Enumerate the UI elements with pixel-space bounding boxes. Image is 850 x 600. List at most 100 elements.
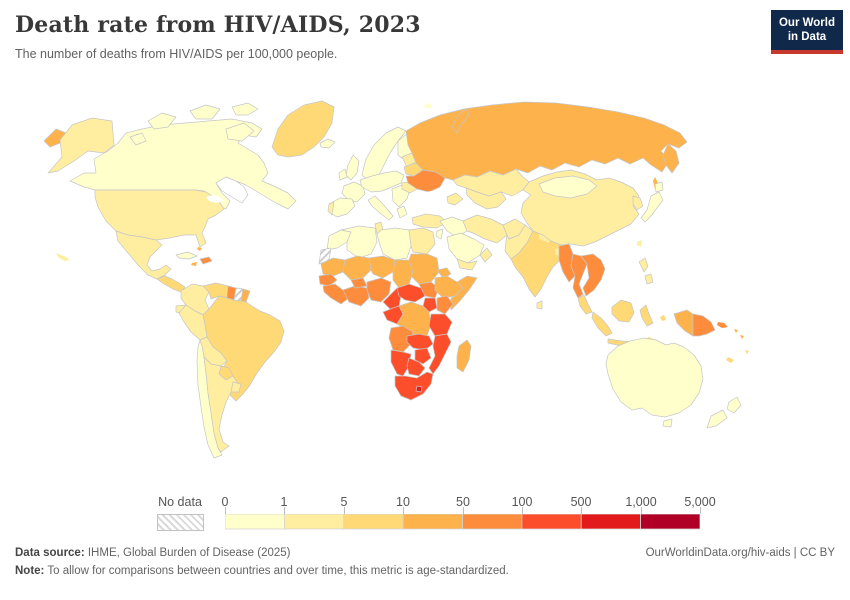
region-new-britain[interactable] <box>717 322 728 328</box>
region-uganda[interactable] <box>422 297 438 313</box>
region-sumatra[interactable] <box>591 311 613 337</box>
region-west-new-guinea[interactable] <box>673 309 694 337</box>
region-cuba[interactable] <box>175 251 198 260</box>
region-tasmania[interactable] <box>662 418 673 428</box>
region-senegal[interactable] <box>318 273 338 287</box>
region-central-asia[interactable] <box>465 187 507 210</box>
region-bahamas[interactable] <box>197 247 202 251</box>
region-zimbabwe[interactable] <box>414 347 432 365</box>
region-australia[interactable] <box>605 337 704 418</box>
region-indochina[interactable] <box>580 253 606 297</box>
region-moluccas[interactable] <box>660 315 666 321</box>
region-japan-honshu[interactable] <box>640 191 664 223</box>
region-egypt[interactable] <box>408 227 436 255</box>
region-solomon-islands[interactable] <box>734 329 744 339</box>
region-mali[interactable] <box>342 255 372 281</box>
region-algeria[interactable] <box>340 225 378 259</box>
region-japan-hokkaido[interactable] <box>654 181 664 193</box>
region-argentina[interactable] <box>203 356 238 453</box>
owid-logo[interactable]: Our World in Data <box>771 10 843 54</box>
region-chad[interactable] <box>392 259 414 289</box>
region-caucasus[interactable] <box>446 192 464 206</box>
region-new-zealand-south[interactable] <box>706 409 728 429</box>
legend-bin-3[interactable] <box>402 514 463 530</box>
region-fiji[interactable] <box>745 350 749 354</box>
region-ireland[interactable] <box>338 168 348 181</box>
region-yemen[interactable] <box>456 258 478 271</box>
legend-bin-7[interactable] <box>640 514 700 530</box>
region-baffin-island[interactable] <box>225 122 255 142</box>
region-nepal[interactable] <box>539 233 551 243</box>
region-italy[interactable] <box>367 195 394 221</box>
region-namibia[interactable] <box>390 349 412 377</box>
region-french-guiana[interactable] <box>240 288 251 303</box>
region-zambia[interactable] <box>406 333 434 351</box>
region-central-europe[interactable] <box>359 170 405 193</box>
legend-bin-0[interactable] <box>225 514 285 530</box>
legend-bin-6[interactable] <box>580 514 642 530</box>
region-denmark[interactable] <box>368 169 374 176</box>
region-sudan[interactable] <box>408 253 440 285</box>
region-usa[interactable] <box>94 189 225 248</box>
region-mozambique[interactable] <box>428 333 452 375</box>
region-ukraine[interactable] <box>405 169 446 193</box>
region-iceland[interactable] <box>319 138 336 149</box>
region-iran[interactable] <box>462 214 508 244</box>
region-mexico[interactable] <box>115 230 172 280</box>
region-new-zealand-north[interactable] <box>726 396 742 414</box>
region-svalbard[interactable] <box>424 103 432 109</box>
region-kenya[interactable] <box>436 295 454 315</box>
region-haiti-dominican[interactable] <box>199 256 213 265</box>
region-somalia[interactable] <box>450 275 478 311</box>
region-uruguay[interactable] <box>230 381 242 393</box>
region-ivory-coast-ghana[interactable] <box>342 285 370 307</box>
region-arctic-islands-3[interactable] <box>231 102 259 116</box>
region-portugal[interactable] <box>327 201 335 216</box>
region-angola[interactable] <box>388 325 414 353</box>
region-eritrea[interactable] <box>436 267 452 279</box>
region-philippines-mindanao[interactable] <box>644 273 654 285</box>
region-central-african-republic[interactable] <box>396 283 426 303</box>
region-arctic-islands-2[interactable] <box>189 104 221 120</box>
region-lesotho[interactable] <box>415 385 423 393</box>
region-canada[interactable] <box>69 118 297 210</box>
region-malay-peninsula[interactable] <box>577 294 593 315</box>
region-botswana[interactable] <box>406 357 426 377</box>
region-central-america[interactable] <box>156 275 186 293</box>
region-sri-lanka[interactable] <box>536 300 543 310</box>
legend-bin-5[interactable] <box>521 514 582 530</box>
region-borneo[interactable] <box>611 299 635 323</box>
region-uk[interactable] <box>345 154 360 181</box>
region-mongolia[interactable] <box>538 175 598 199</box>
region-jamaica[interactable] <box>191 262 197 266</box>
region-saudi-arabia[interactable] <box>446 232 485 264</box>
region-south-africa[interactable] <box>394 371 434 401</box>
region-papua-new-guinea[interactable] <box>692 313 716 337</box>
region-new-caledonia[interactable] <box>726 357 734 363</box>
region-hawaii[interactable] <box>56 253 70 261</box>
region-nigeria[interactable] <box>366 277 392 303</box>
region-philippines-luzon[interactable] <box>638 257 649 273</box>
region-france[interactable] <box>341 181 366 203</box>
legend-no-data-swatch[interactable] <box>157 514 204 531</box>
region-sulawesi[interactable] <box>639 304 654 327</box>
region-libya[interactable] <box>376 227 412 261</box>
region-greece[interactable] <box>396 205 408 219</box>
region-novaya-zemlya[interactable] <box>451 108 470 134</box>
region-madagascar[interactable] <box>456 339 472 373</box>
legend-bin-2[interactable] <box>343 514 404 530</box>
region-taiwan[interactable] <box>637 240 642 247</box>
region-niger[interactable] <box>368 255 396 279</box>
region-kamchatka[interactable] <box>662 143 680 174</box>
region-turkey[interactable] <box>411 213 448 229</box>
owid-link[interactable]: OurWorldinData.org/hiv-aids | CC BY <box>645 547 835 559</box>
region-greenland[interactable] <box>271 100 335 158</box>
legend-bin-1[interactable] <box>284 514 345 530</box>
legend-bin-4[interactable] <box>462 514 523 530</box>
region-arctic-islands-1[interactable] <box>147 112 177 130</box>
region-victoria-island[interactable] <box>129 132 147 146</box>
region-tanzania[interactable] <box>428 313 453 337</box>
region-russia[interactable] <box>405 101 688 181</box>
region-israel-jordan[interactable] <box>435 228 444 240</box>
region-oman[interactable] <box>479 247 493 263</box>
